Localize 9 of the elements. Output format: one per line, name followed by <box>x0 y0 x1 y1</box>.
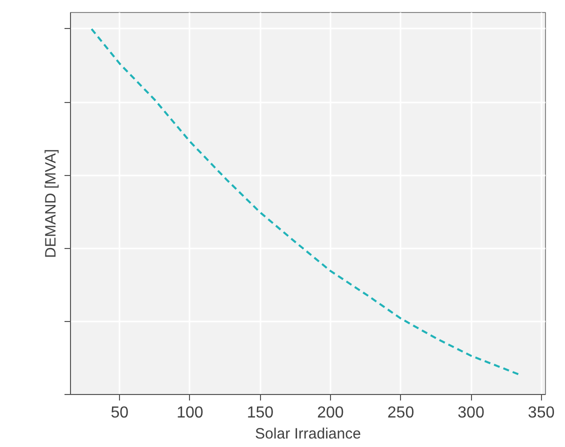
x-tick-label: 250 <box>387 404 414 422</box>
x-axis-title: Solar Irradiance <box>255 426 361 442</box>
x-tick-label: 50 <box>110 404 129 422</box>
x-tick-label: 300 <box>458 404 484 422</box>
x-tick-label: 200 <box>317 404 344 422</box>
x-tick-label: 350 <box>528 404 555 422</box>
x-tick-label: 150 <box>246 404 274 422</box>
y-axis-title: DEMAND [MVA] <box>42 149 60 258</box>
x-tick-label: 100 <box>176 404 204 422</box>
